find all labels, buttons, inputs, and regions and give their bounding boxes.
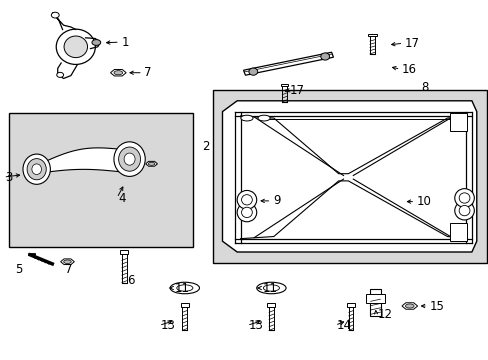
Polygon shape (145, 161, 157, 166)
Text: 13: 13 (160, 319, 175, 332)
Ellipse shape (114, 142, 145, 176)
Bar (369, 289, 381, 316)
Ellipse shape (27, 159, 46, 180)
Polygon shape (222, 101, 476, 252)
Ellipse shape (237, 190, 256, 209)
Ellipse shape (454, 201, 473, 220)
Ellipse shape (454, 189, 473, 207)
Text: 13: 13 (248, 319, 263, 332)
Ellipse shape (119, 147, 140, 171)
Ellipse shape (124, 153, 135, 165)
Bar (346, 303, 354, 306)
Ellipse shape (256, 282, 285, 294)
Ellipse shape (237, 203, 256, 222)
Text: 1: 1 (121, 36, 128, 49)
FancyBboxPatch shape (212, 90, 486, 263)
Bar (120, 250, 128, 254)
Text: 15: 15 (428, 300, 443, 312)
Text: 17: 17 (404, 37, 419, 50)
Polygon shape (61, 259, 74, 265)
Bar (449, 113, 466, 131)
Text: 7: 7 (64, 263, 72, 276)
Ellipse shape (23, 154, 50, 184)
Ellipse shape (263, 285, 279, 291)
Text: 4: 4 (118, 192, 125, 204)
Text: 11: 11 (175, 282, 190, 294)
Ellipse shape (458, 206, 469, 216)
Polygon shape (405, 304, 413, 308)
Bar (280, 84, 288, 86)
Ellipse shape (51, 12, 59, 18)
Ellipse shape (57, 72, 63, 77)
Polygon shape (110, 69, 126, 76)
Text: 10: 10 (416, 195, 430, 208)
Text: 8: 8 (421, 81, 428, 94)
Text: 17: 17 (289, 84, 304, 97)
Ellipse shape (177, 285, 192, 291)
Ellipse shape (56, 29, 95, 64)
Text: 11: 11 (263, 282, 278, 294)
Polygon shape (63, 260, 71, 264)
Ellipse shape (64, 36, 87, 58)
Bar (267, 303, 275, 306)
Ellipse shape (240, 115, 253, 121)
Ellipse shape (458, 193, 469, 203)
Text: 9: 9 (272, 194, 280, 207)
Polygon shape (148, 162, 155, 165)
Bar (365, 294, 385, 303)
Polygon shape (41, 148, 120, 173)
Ellipse shape (258, 115, 270, 121)
Ellipse shape (32, 164, 41, 175)
Text: 5: 5 (15, 263, 22, 276)
Text: 14: 14 (336, 319, 351, 332)
Polygon shape (401, 303, 417, 309)
Ellipse shape (248, 68, 257, 75)
Ellipse shape (241, 207, 252, 217)
Ellipse shape (92, 40, 101, 45)
Text: 6: 6 (127, 274, 134, 287)
Bar (181, 303, 188, 306)
Text: 16: 16 (401, 63, 416, 76)
Ellipse shape (170, 282, 199, 294)
Text: 3: 3 (5, 171, 12, 184)
Text: 12: 12 (377, 308, 392, 321)
FancyBboxPatch shape (9, 113, 193, 247)
Ellipse shape (241, 195, 252, 205)
Ellipse shape (320, 53, 329, 60)
Text: 2: 2 (202, 140, 209, 153)
Bar (367, 34, 376, 36)
Bar (449, 223, 466, 241)
Polygon shape (243, 52, 333, 75)
Text: 7: 7 (144, 66, 151, 79)
Polygon shape (114, 71, 122, 75)
